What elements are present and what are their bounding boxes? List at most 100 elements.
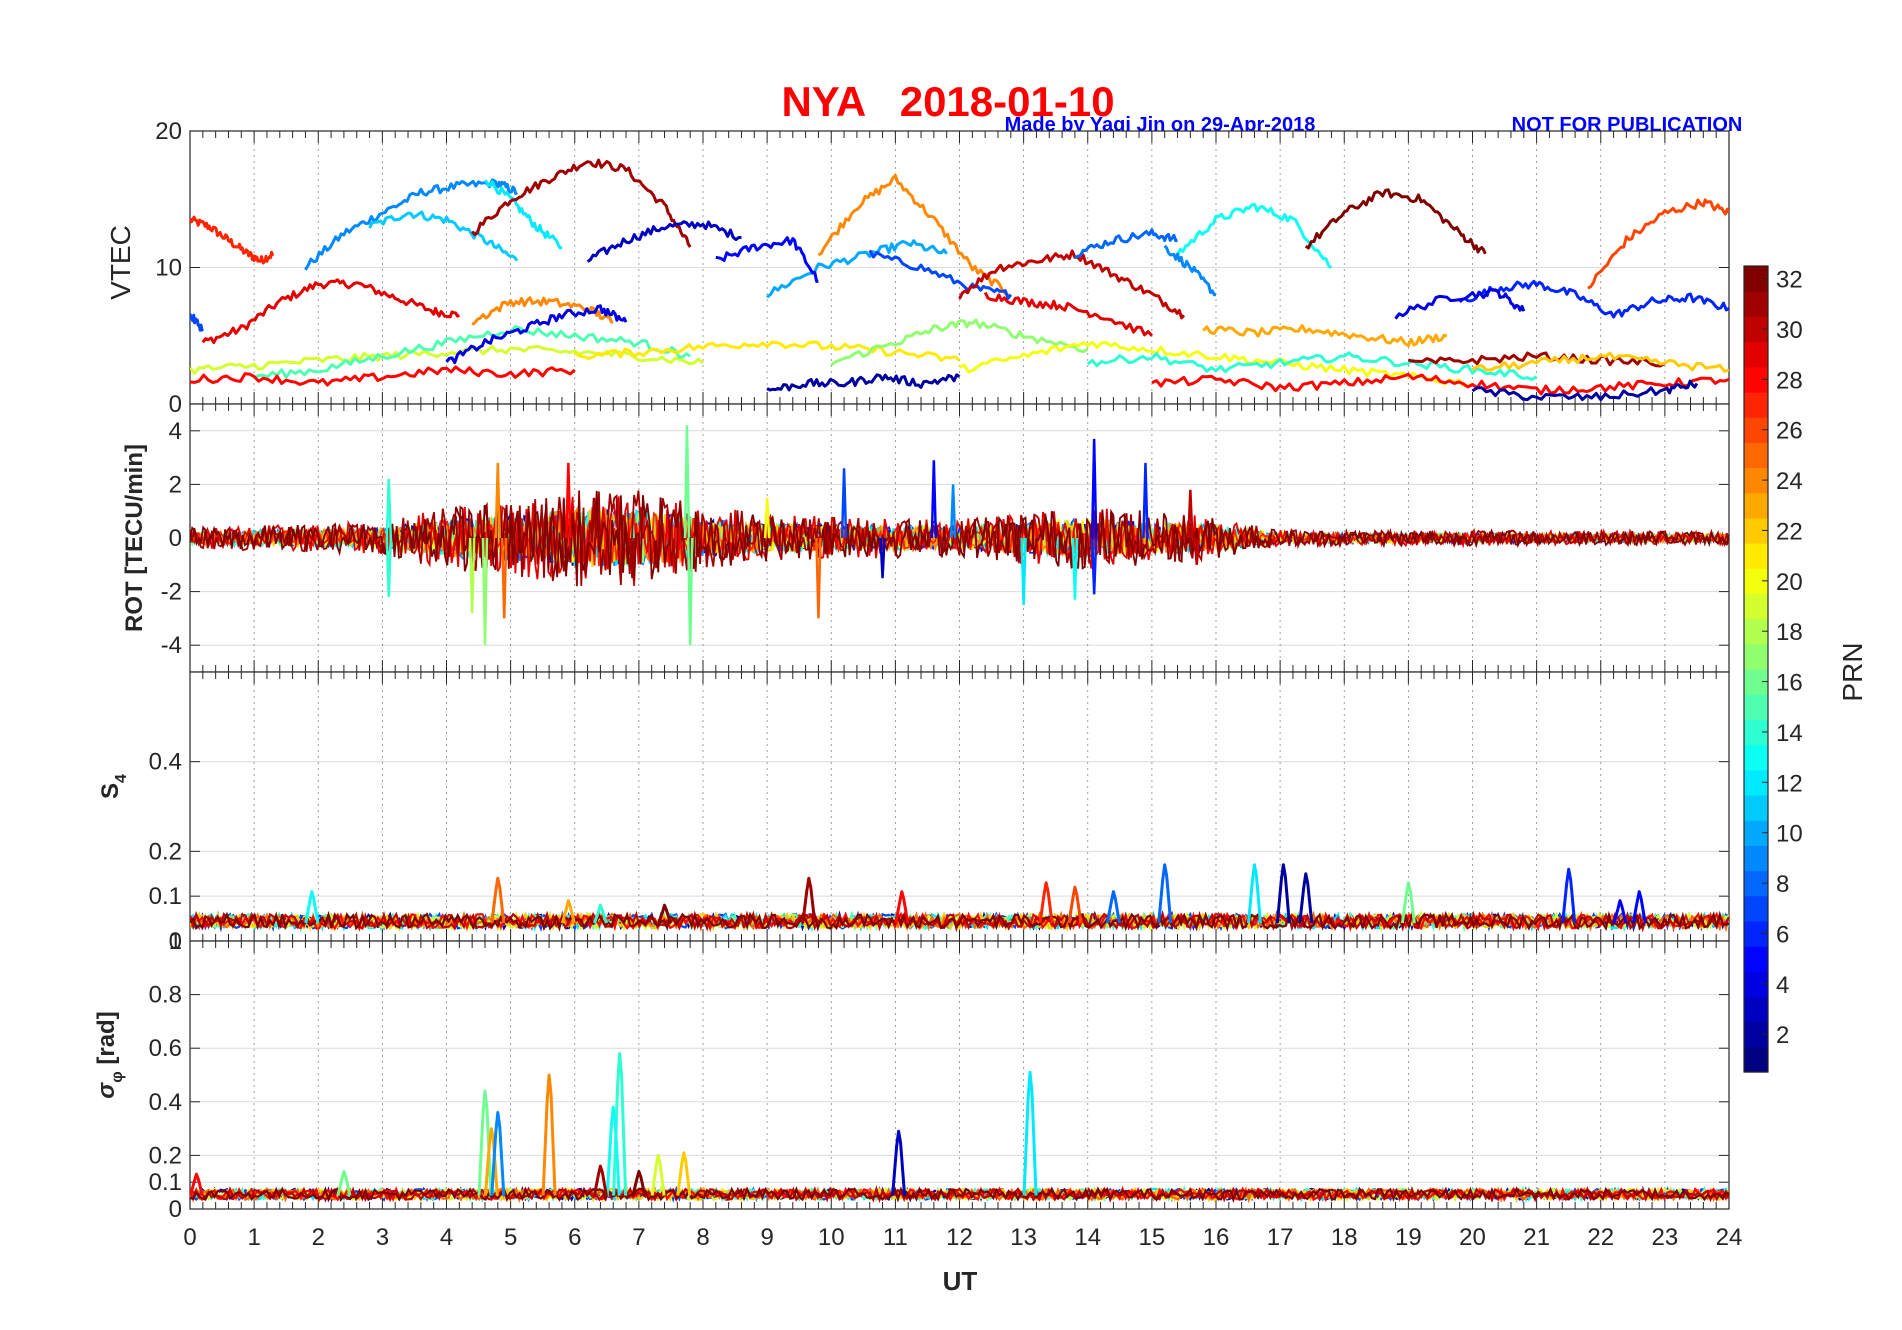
colorbar-tick-label: 16 — [1776, 670, 1803, 697]
panel-4: 00.10.20.40.60.8σφ [rad]0 1 2 3 4 5 6 7 8 9 10 11 12… — [93, 940, 1743, 1251]
vtec-series-prn-10 — [766, 239, 948, 299]
colorbar-label: PRN — [1837, 642, 1868, 701]
rot-spike — [1142, 462, 1149, 539]
x-tick-label: 24 — [1716, 1224, 1743, 1251]
x-tick-label: 8 — [696, 1224, 709, 1251]
vtec-series-prn-13 — [1176, 203, 1333, 269]
rot-series-prn-32 — [190, 490, 1729, 582]
vtec-series-prn-4 — [1394, 287, 1526, 320]
x-tick-label: 4 — [440, 1224, 453, 1251]
scint-spike — [1612, 899, 1628, 924]
vtec-series-prn-23 — [1202, 324, 1448, 348]
scint-spike — [541, 1073, 557, 1196]
rot-spike — [629, 537, 636, 579]
vtec-series-prn-31 — [1407, 351, 1666, 368]
x-axis-label: UT — [943, 1266, 978, 1296]
rot-spike — [763, 497, 771, 539]
y-tick-label: 0.1 — [149, 1169, 182, 1196]
y-tick-label: 0.2 — [149, 838, 182, 865]
x-tick-label: 12 — [946, 1224, 973, 1251]
figure-title: NYA 2018-01-10 — [781, 78, 1114, 125]
rot-spike — [590, 497, 598, 539]
x-tick-label: 3 — [376, 1224, 389, 1251]
colorbar-band — [1744, 996, 1768, 1023]
panel-1: 0 10 20 VTEC — [105, 118, 1730, 418]
rot-spike — [468, 537, 476, 614]
scint-spike — [1400, 881, 1416, 924]
vtec-series-prn-6 — [1458, 279, 1729, 319]
vtec-series-prn-29 — [983, 291, 1154, 337]
scint-spike — [490, 1111, 506, 1196]
y-tick-label: 0 — [169, 391, 182, 418]
rot-spike — [815, 537, 822, 619]
scint-spike — [657, 903, 672, 924]
rot-spike — [1020, 537, 1027, 606]
colorbar-tick-label: 30 — [1776, 317, 1803, 344]
colorbar-band — [1744, 543, 1768, 569]
colorbar-tick-label: 22 — [1776, 518, 1803, 545]
x-tick-label: 11 — [883, 1224, 908, 1251]
y-tick-label: 0 — [169, 1196, 182, 1223]
rot-spike — [949, 484, 957, 539]
vtec-series-prn-4 — [445, 304, 628, 365]
rot-spike — [1090, 438, 1098, 539]
colorbar-band — [1744, 492, 1768, 519]
rot-spike — [1187, 489, 1194, 539]
colorbar-band — [1744, 643, 1768, 670]
colorbar-tick-label: 10 — [1776, 821, 1803, 848]
y-tick-label: 0.8 — [149, 982, 182, 1009]
colorbar-tick-label: 12 — [1776, 770, 1803, 797]
rot-spike — [565, 462, 572, 539]
scint-spike — [631, 1169, 647, 1196]
y-axis-label-sub: φ — [109, 1071, 126, 1082]
scint-series-prn-30 — [190, 910, 1729, 933]
vtec-series-prn-24 — [471, 296, 614, 326]
colorbar-tick-label: 26 — [1776, 418, 1803, 445]
colorbar-band — [1744, 593, 1768, 620]
vtec-series-prn-2 — [766, 373, 961, 392]
x-tick-label: 10 — [818, 1224, 845, 1251]
y-axis-label: VTEC — [105, 225, 136, 300]
colorbar-tick-label: 20 — [1776, 569, 1803, 596]
vtec-series-prn-24 — [817, 173, 1012, 298]
scint-spike — [1038, 881, 1054, 924]
x-tick-label: 23 — [1652, 1224, 1679, 1251]
vtec-series-prn-17 — [830, 318, 1089, 367]
scint-spike — [336, 1169, 352, 1196]
x-tick-label: 9 — [760, 1224, 773, 1251]
y-axis-label-unit: [rad] — [93, 1011, 120, 1071]
x-tick-label: 6 — [568, 1224, 581, 1251]
y-axis-label-main: S — [97, 783, 124, 799]
scint-spike — [1157, 863, 1173, 924]
colorbar-tick-label: 8 — [1776, 871, 1789, 898]
rot-spike — [879, 537, 886, 579]
colorbar-tick-label: 6 — [1776, 921, 1789, 948]
vtec-series-prn-9 — [1163, 244, 1217, 297]
rot-series-prn-31 — [190, 490, 1729, 587]
rot-spike — [930, 460, 938, 539]
scint-spike — [1275, 863, 1291, 924]
y-tick-label: 0.1 — [149, 883, 182, 910]
y-axis-label: S4 — [97, 774, 130, 799]
x-tick-label: 2 — [312, 1224, 325, 1251]
colorbar-tick-label: 2 — [1776, 1022, 1789, 1049]
colorbar-band — [1744, 845, 1768, 872]
y-tick-label: 0.4 — [149, 749, 182, 776]
vtec-series-prn-15 — [253, 325, 692, 380]
vtec-series-prn-12 — [483, 179, 563, 250]
scint-spike — [304, 890, 320, 924]
x-tick-label: 7 — [632, 1224, 645, 1251]
colorbar-tick-label: 32 — [1776, 267, 1803, 294]
colorbar-tick-label: 4 — [1776, 972, 1789, 999]
scint-spike — [891, 1129, 907, 1196]
vtec-series-prn-7 — [190, 313, 205, 332]
scint-spike — [1105, 890, 1121, 924]
colorbar-tick-label: 14 — [1776, 720, 1803, 747]
rot-spike — [481, 537, 489, 646]
y-axis-label: σφ [rad] — [93, 1011, 126, 1098]
x-tick-label: 14 — [1074, 1224, 1101, 1251]
panel-4-data — [190, 1052, 1729, 1204]
y-tick-label: 0 — [169, 525, 182, 552]
